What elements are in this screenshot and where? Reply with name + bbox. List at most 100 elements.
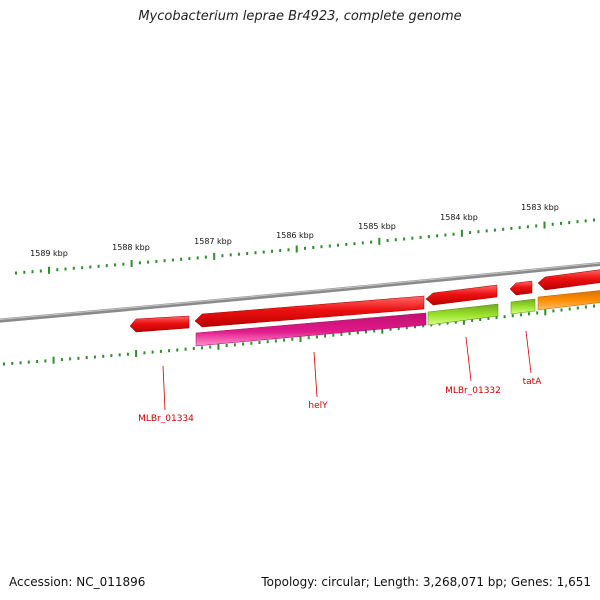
cds-feature-helY-region (194, 295, 425, 328)
ruler-minor-tick (184, 347, 187, 351)
ruler-minor-tick (56, 268, 59, 272)
ruler-minor-tick (551, 222, 554, 226)
ruler-minor-tick (312, 246, 315, 249)
ruler-minor-tick (138, 261, 141, 265)
leader-line-MLBr-01332 (465, 336, 472, 382)
ruler-minor-tick (196, 256, 199, 260)
ruler-minor-tick (337, 243, 339, 247)
ruler-minor-tick (114, 263, 117, 267)
gene-label-MLBr-01332: MLBr_01332 (445, 386, 501, 396)
leader-line-tatA (525, 330, 532, 374)
genome-backbone (0, 261, 600, 323)
ruler-major-tick (462, 317, 465, 325)
ruler-label: 1585 kbp (358, 222, 396, 231)
ruler-minor-tick (315, 335, 318, 339)
lower-ruler (3, 304, 595, 366)
ruler-minor-tick (444, 233, 447, 237)
ruler-minor-tick (370, 240, 373, 244)
ruler-minor-tick (328, 244, 331, 248)
ruler-major-tick (213, 252, 216, 260)
ruler-minor-tick (535, 224, 538, 228)
ruler-minor-tick (147, 260, 150, 264)
ruler-minor-tick (345, 242, 348, 246)
ruler-minor-tick (15, 271, 17, 275)
gene-feature-helY (195, 312, 427, 347)
ruler-minor-tick (69, 357, 72, 361)
ruler-minor-tick (143, 351, 146, 355)
ruler-minor-tick (11, 361, 14, 365)
ruler-minor-tick (495, 316, 498, 320)
ruler-minor-tick (254, 251, 257, 255)
gene-feature-MLBr-01332 (427, 303, 499, 326)
ruler-label: 1588 kbp (112, 243, 150, 252)
ruler-minor-tick (72, 266, 75, 270)
ruler-minor-tick (552, 309, 555, 313)
ruler-minor-tick (97, 264, 100, 268)
ruler-minor-tick (180, 257, 183, 261)
leader-line-helY (313, 351, 318, 398)
genome-backbone-highlight (0, 262, 600, 321)
ruler-minor-tick (528, 312, 530, 316)
ruler-minor-tick (102, 354, 105, 358)
ruler-minor-tick (64, 267, 67, 271)
ruler-minor-tick (436, 234, 439, 238)
ruler-minor-tick (31, 270, 34, 274)
ruler-minor-tick (159, 349, 162, 353)
ruler-minor-tick (511, 314, 514, 318)
ruler-label: 1587 kbp (194, 237, 232, 246)
ruler-minor-tick (168, 349, 171, 353)
ruler-minor-tick (60, 358, 63, 362)
ruler-minor-tick (454, 320, 457, 324)
ruler-minor-tick (356, 331, 359, 335)
ruler-minor-tick (365, 330, 367, 334)
cds-feature-MLBr-01332-region (425, 284, 498, 306)
ruler-minor-tick (250, 341, 253, 345)
ruler-major-tick (544, 308, 547, 316)
ruler-minor-tick (188, 257, 191, 261)
ruler-minor-tick (386, 239, 389, 242)
ruler-minor-tick (403, 237, 406, 241)
ruler-minor-tick (593, 218, 595, 222)
ruler-minor-tick (485, 229, 488, 233)
ruler-minor-tick (584, 219, 587, 223)
ruler-minor-tick (324, 334, 327, 338)
ruler-minor-tick (242, 342, 245, 346)
ruler-minor-tick (3, 362, 5, 366)
ruler-minor-tick (446, 321, 449, 325)
ruler-minor-tick (110, 354, 113, 358)
ruler-minor-tick (414, 325, 416, 329)
upper-ruler (15, 218, 595, 275)
ruler-minor-tick (452, 232, 455, 236)
ruler-minor-tick (192, 347, 195, 350)
ruler-minor-tick (122, 262, 125, 266)
genome-summary-text: Topology: circular; Length: 3,268,071 bp… (261, 575, 591, 589)
ruler-major-tick (130, 260, 133, 267)
ruler-major-tick (460, 229, 463, 237)
ruler-minor-tick (536, 311, 539, 315)
ruler-minor-tick (225, 344, 228, 347)
ruler-major-tick (543, 221, 546, 229)
ruler-minor-tick (479, 318, 482, 321)
cds-feature-MLBr-01334-region (129, 315, 190, 333)
ruler-minor-tick (320, 245, 323, 249)
ruler-minor-tick (171, 258, 174, 262)
ruler-minor-tick (348, 332, 351, 336)
ruler-minor-tick (151, 350, 154, 354)
ruler-minor-tick (493, 228, 496, 232)
ruler-minor-tick (593, 304, 595, 308)
ruler-major-tick (135, 350, 138, 357)
ruler-minor-tick (274, 339, 277, 343)
gene-label-helY: helY (308, 401, 328, 411)
ruler-minor-tick (163, 259, 166, 263)
ruler-minor-tick (422, 324, 425, 328)
ruler-minor-tick (394, 238, 397, 242)
ruler-minor-tick (23, 270, 26, 274)
ruler-minor-tick (19, 361, 22, 365)
ruler-minor-tick (85, 356, 88, 360)
gene-feature-tatA (510, 298, 536, 315)
ruler-major-tick (381, 326, 384, 334)
ruler-minor-tick (209, 345, 212, 349)
gene-label-tatA: tatA (523, 377, 543, 387)
ruler-minor-tick (487, 317, 490, 320)
